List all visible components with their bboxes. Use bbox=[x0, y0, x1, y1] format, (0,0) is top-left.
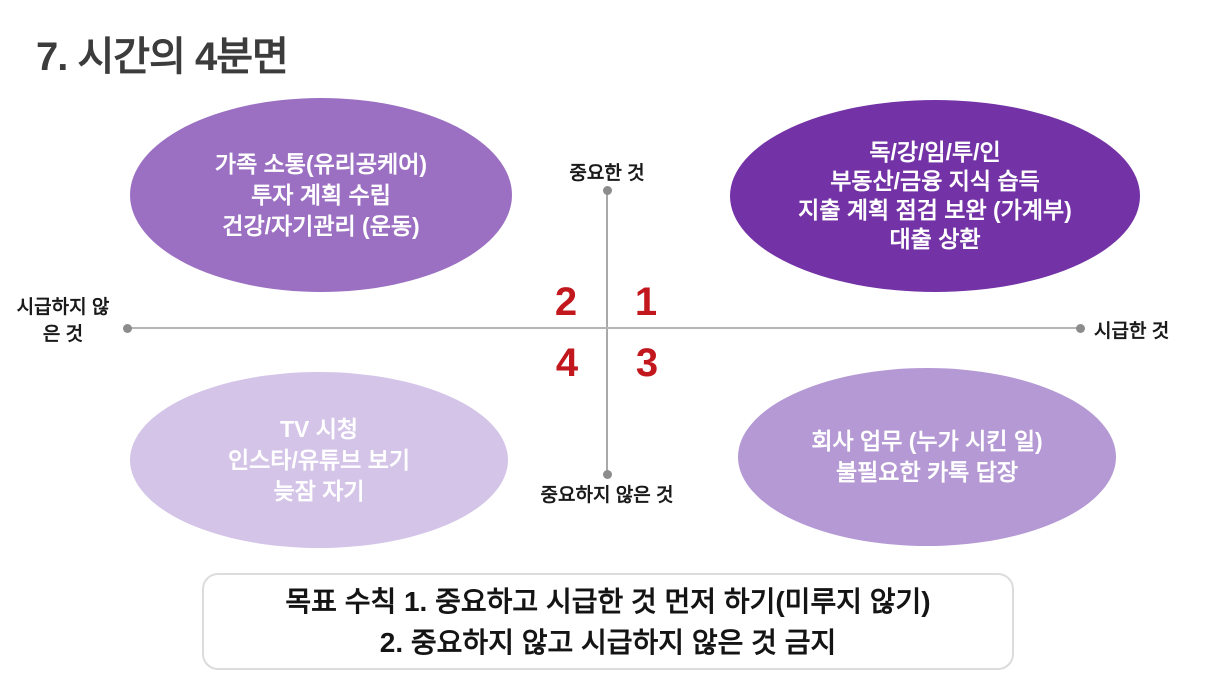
axis-endpoint-dot-top bbox=[603, 186, 612, 195]
axis-label-not-urgent-line1: 시급하지 bbox=[16, 297, 87, 318]
ellipse-line: 독/강/임/투/인 bbox=[869, 139, 1001, 165]
ellipse-line: TV 시청 bbox=[279, 415, 359, 442]
ellipse-line: 지출 계획 점검 보완 (가계부) bbox=[798, 197, 1072, 223]
ellipse-line: 가족 소통(유리공케어) bbox=[214, 150, 428, 177]
axis-label-not-important: 중요하지 않은 것 bbox=[540, 485, 674, 506]
page-title: 7. 시간의 4분면 bbox=[36, 35, 289, 79]
quadrant-number-1: 1 bbox=[634, 280, 658, 324]
vertical-axis-line bbox=[606, 190, 608, 475]
axis-endpoint-dot-right bbox=[1076, 324, 1085, 333]
ellipse-line: 부동산/금융 지식 습득 bbox=[830, 168, 1040, 194]
axis-label-not-urgent: 시급하지 않은 것 bbox=[8, 294, 118, 348]
axis-label-important: 중요한 것 bbox=[569, 163, 645, 184]
quadrant-number-4: 4 bbox=[555, 341, 579, 385]
ellipse-line: 늦잠 자기 bbox=[273, 477, 365, 504]
ellipse-line: 투자 계획 수립 bbox=[251, 181, 391, 208]
ellipse-line: 대출 상환 bbox=[889, 226, 981, 252]
axis-endpoint-dot-left bbox=[123, 324, 132, 333]
axis-label-not-urgent-line2: 않은 것 bbox=[42, 297, 110, 345]
ellipse-line: 불필요한 카톡 답장 bbox=[835, 459, 1019, 485]
horizontal-axis-line bbox=[127, 327, 1080, 329]
rules-box: 목표 수칙 1. 중요하고 시급한 것 먼저 하기(미루지 않기) 2. 중요하… bbox=[202, 573, 1014, 670]
rules-line-1: 목표 수칙 1. 중요하고 시급한 것 먼저 하기(미루지 않기) bbox=[285, 585, 931, 617]
rules-line-2: 2. 중요하지 않고 시급하지 않은 것 금지 bbox=[379, 626, 837, 658]
ellipse-quadrant4-not-urgent-not-important: TV 시청 인스타/유튜브 보기 늦잠 자기 bbox=[130, 372, 508, 548]
ellipse-line: 건강/자기관리 (운동) bbox=[222, 212, 420, 239]
ellipse-quadrant2-not-urgent-important: 가족 소통(유리공케어) 투자 계획 수립 건강/자기관리 (운동) bbox=[130, 98, 512, 292]
axis-label-urgent: 시급한 것 bbox=[1094, 321, 1170, 342]
ellipse-quadrant3-urgent-not-important: 회사 업무 (누가 시킨 일) 불필요한 카톡 답장 bbox=[738, 368, 1116, 546]
quadrant-number-3: 3 bbox=[635, 341, 659, 385]
ellipse-line: 인스타/유튜브 보기 bbox=[227, 446, 411, 473]
ellipse-quadrant1-urgent-important: 독/강/임/투/인 부동산/금융 지식 습득 지출 계획 점검 보완 (가계부)… bbox=[730, 100, 1140, 292]
ellipse-line: 회사 업무 (누가 시킨 일) bbox=[811, 428, 1043, 454]
quadrant-number-2: 2 bbox=[554, 280, 578, 324]
axis-endpoint-dot-bottom bbox=[603, 470, 612, 479]
